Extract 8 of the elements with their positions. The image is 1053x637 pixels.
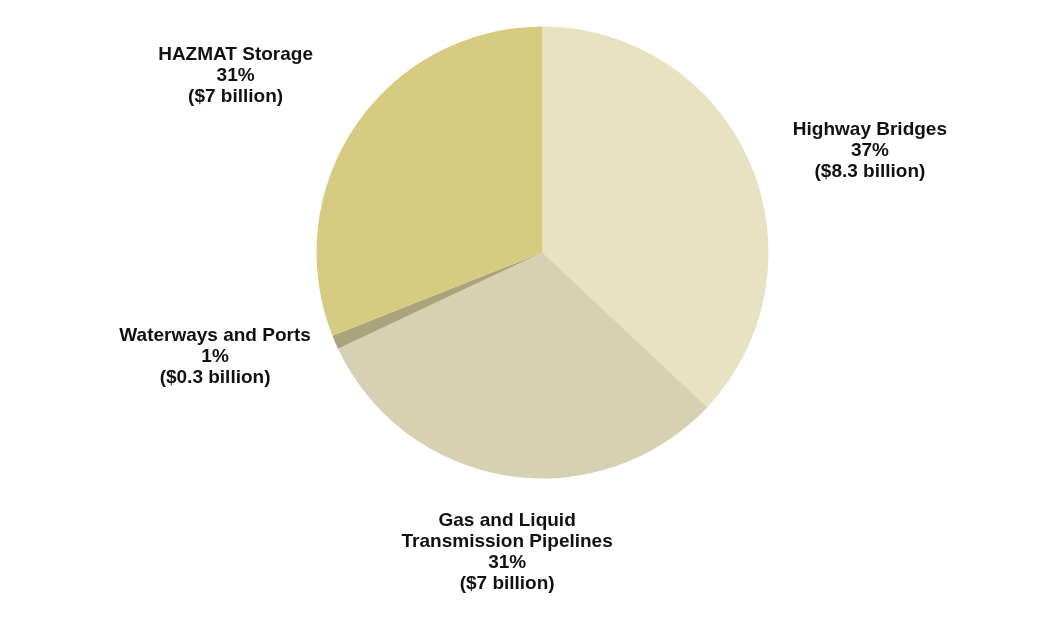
slice-label: Highway Bridges [792,117,947,139]
slice-label: Waterways and Ports [119,324,311,346]
data-label: 1% ($0.3 billion) [159,345,271,388]
data-label: 31% ($7 billion) [459,551,555,594]
slice-label: HAZMAT Storage [158,43,313,65]
data-label: 31% ($7 billion) [188,64,284,107]
slice-label: Gas and Liquid Transmission Pipelines [401,509,613,552]
data-label: 37% ($8.3 billion) [814,138,926,181]
